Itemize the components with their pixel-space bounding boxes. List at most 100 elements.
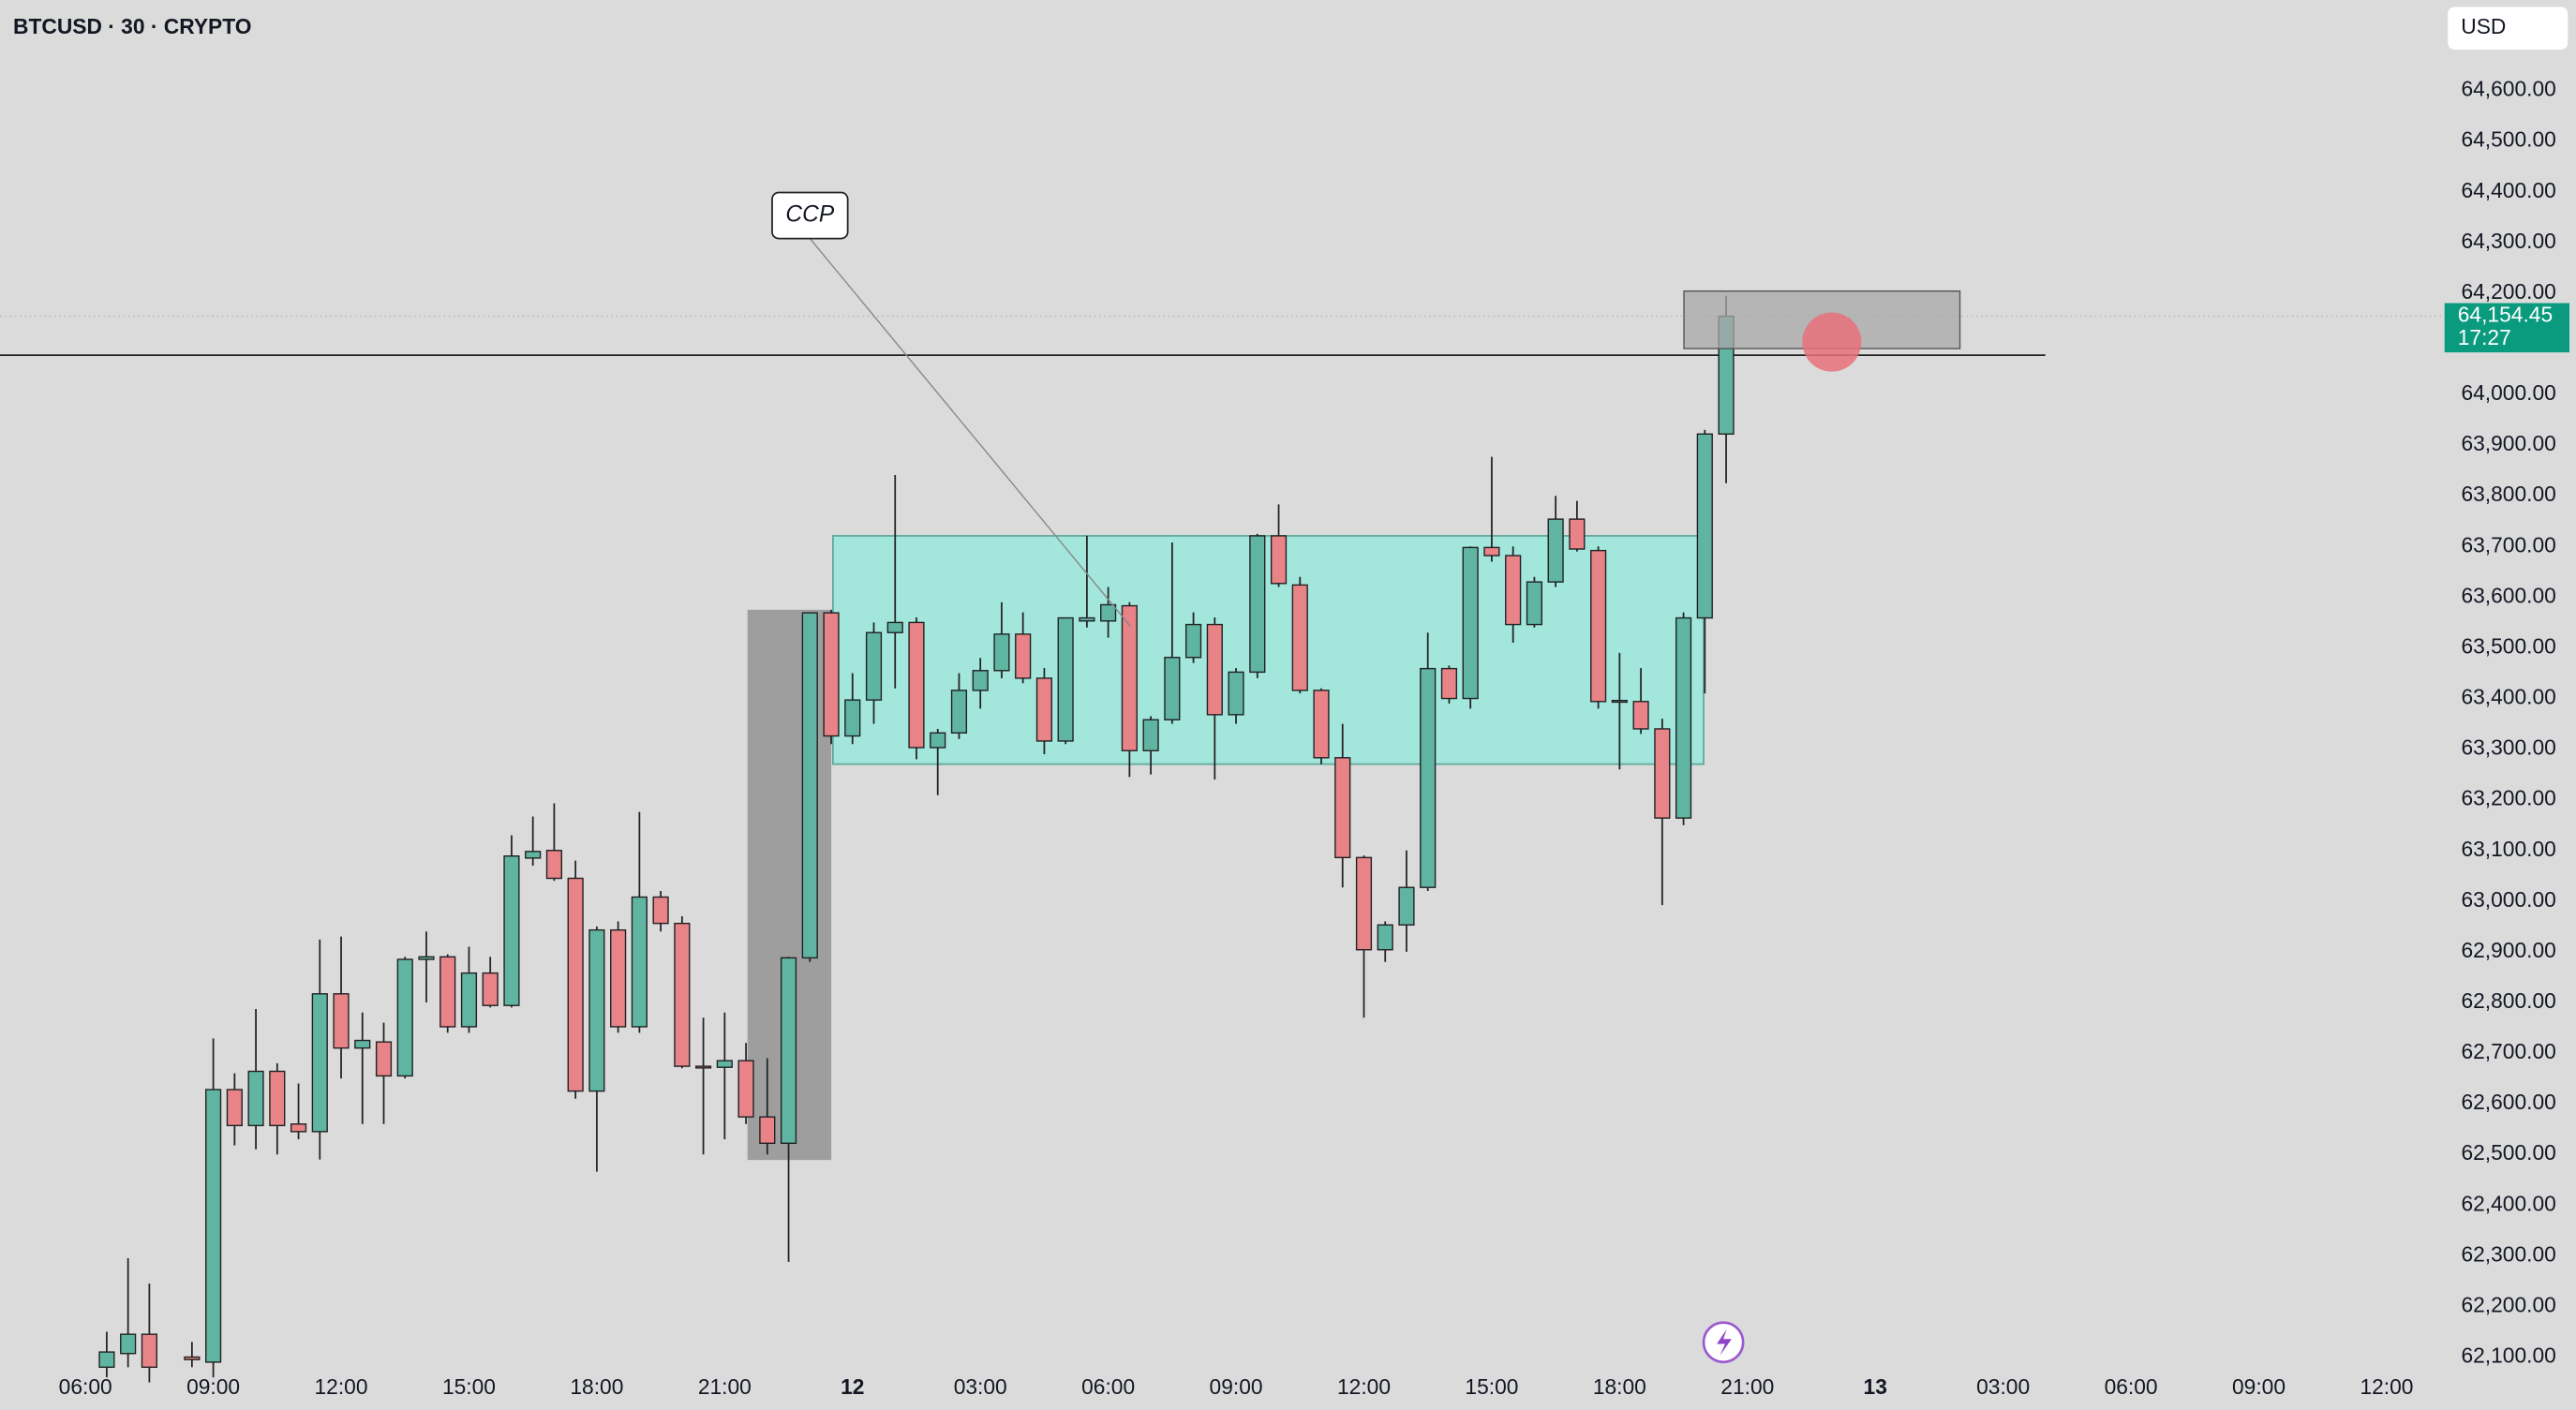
x-axis: 06:00 09:00 12:00 15:00 18:00 21:00 12 03:00 06:… xyxy=(59,1374,2414,1399)
candle-body xyxy=(780,957,797,1145)
currency-label[interactable]: USD xyxy=(2461,14,2506,38)
assistant-bolt xyxy=(1717,1328,1732,1356)
x-tick-label: 21:00 xyxy=(1720,1374,1774,1399)
candle-body xyxy=(247,1070,264,1127)
candle-body xyxy=(375,1041,393,1077)
candle-body xyxy=(1654,728,1671,819)
candle-body xyxy=(610,928,627,1028)
candle-body xyxy=(1057,616,1074,742)
candle-body xyxy=(184,1356,201,1360)
candle-body xyxy=(1035,677,1053,742)
candle-body xyxy=(950,690,968,735)
candle-body xyxy=(1505,555,1522,626)
x-tick-label: 03:00 xyxy=(1976,1374,2030,1399)
x-tick-label: 15:00 xyxy=(1465,1374,1518,1399)
candle-body xyxy=(1249,535,1266,674)
candle-body xyxy=(1462,546,1479,700)
candle-body xyxy=(588,928,605,1092)
candle-body xyxy=(1334,757,1351,859)
y-tick-label: 64,300.00 xyxy=(2461,229,2555,253)
x-tick-label: 12:00 xyxy=(2360,1374,2413,1399)
candle-body xyxy=(1355,856,1373,951)
candle-body xyxy=(1611,699,1628,704)
x-tick-label: 12 xyxy=(841,1374,864,1399)
y-tick-label: 63,900.00 xyxy=(2461,431,2555,455)
candle-body xyxy=(737,1060,754,1118)
candle-body xyxy=(1569,518,1586,550)
y-tick-label: 62,400.00 xyxy=(2461,1191,2555,1215)
x-tick-label: 09:00 xyxy=(2232,1374,2286,1399)
candle-body xyxy=(269,1070,286,1127)
candle-body xyxy=(1313,690,1330,759)
candle-body xyxy=(993,633,1010,672)
y-axis: 62,100.00 62,200.00 62,300.00 62,400.00 62,5… xyxy=(2461,77,2555,1368)
candle-body xyxy=(908,621,925,749)
price-value: 64,154.45 xyxy=(2458,303,2553,327)
candle-body xyxy=(865,631,883,701)
x-tick-label: 12:00 xyxy=(1337,1374,1391,1399)
candle-body xyxy=(759,1116,776,1145)
candle-body xyxy=(205,1089,222,1363)
candle-body xyxy=(652,896,669,925)
annotation-box xyxy=(771,191,849,240)
y-tick-label: 62,200.00 xyxy=(2461,1292,2555,1316)
y-tick-label: 63,100.00 xyxy=(2461,837,2555,861)
candle-body xyxy=(1696,433,1713,619)
candle-body xyxy=(1675,616,1692,819)
x-tick-label: 13 xyxy=(1864,1374,1887,1399)
y-tick-label: 62,700.00 xyxy=(2461,1039,2555,1063)
candle-body xyxy=(823,612,840,737)
marker-circle xyxy=(1802,312,1862,372)
x-tick-label: 03:00 xyxy=(954,1374,1007,1399)
currency-button[interactable] xyxy=(2448,7,2569,50)
candle-body xyxy=(1270,535,1288,585)
candle-body xyxy=(1100,603,1117,622)
candle-body xyxy=(1079,616,1095,622)
y-tick-label: 63,500.00 xyxy=(2461,633,2555,658)
candle-body xyxy=(1632,701,1649,730)
x-tick-label: 21:00 xyxy=(698,1374,752,1399)
y-tick-label: 64,600.00 xyxy=(2461,77,2555,101)
y-tick-label: 63,600.00 xyxy=(2461,583,2555,607)
annotation-text: CCP xyxy=(785,202,834,228)
candle-body xyxy=(525,851,542,859)
candle-body xyxy=(545,850,563,880)
candle-body xyxy=(1121,604,1138,751)
candle-body xyxy=(226,1089,243,1127)
y-tick-label: 62,500.00 xyxy=(2461,1140,2555,1165)
candle-body xyxy=(1526,581,1542,626)
candle-body xyxy=(1291,584,1308,691)
candle-body xyxy=(290,1123,307,1133)
candle-body xyxy=(418,956,435,960)
candle-body xyxy=(1440,667,1458,700)
candle-body xyxy=(801,612,818,959)
candle-body xyxy=(98,1351,115,1369)
y-tick-label: 62,300.00 xyxy=(2461,1241,2555,1266)
candle-body xyxy=(1483,546,1500,557)
candle-body xyxy=(1590,549,1607,703)
candle-body xyxy=(311,993,328,1133)
candle-body xyxy=(1142,719,1159,751)
y-tick-label: 63,700.00 xyxy=(2461,532,2555,557)
annotation-line xyxy=(809,238,1131,627)
candle-body xyxy=(886,621,903,633)
candle-body xyxy=(930,732,946,749)
y-tick-label: 62,800.00 xyxy=(2461,988,2555,1013)
candle-body xyxy=(460,972,478,1028)
candle-body xyxy=(1398,886,1415,926)
candle-body xyxy=(439,956,456,1028)
x-tick-label: 06:00 xyxy=(59,1374,112,1399)
candles xyxy=(98,295,1735,1383)
candle-body xyxy=(972,670,989,691)
candle-body xyxy=(1015,633,1032,679)
x-tick-label: 15:00 xyxy=(442,1374,496,1399)
chart-title: BTCUSD · 30 · CRYPTO xyxy=(13,14,251,38)
candle-body xyxy=(396,958,413,1077)
x-tick-label: 09:00 xyxy=(186,1374,240,1399)
candle-body xyxy=(333,993,350,1049)
x-tick-label: 09:00 xyxy=(1210,1374,1263,1399)
countdown: 17:27 xyxy=(2458,325,2511,349)
candle-body xyxy=(1206,623,1223,716)
y-tick-label: 62,100.00 xyxy=(2461,1343,2555,1368)
